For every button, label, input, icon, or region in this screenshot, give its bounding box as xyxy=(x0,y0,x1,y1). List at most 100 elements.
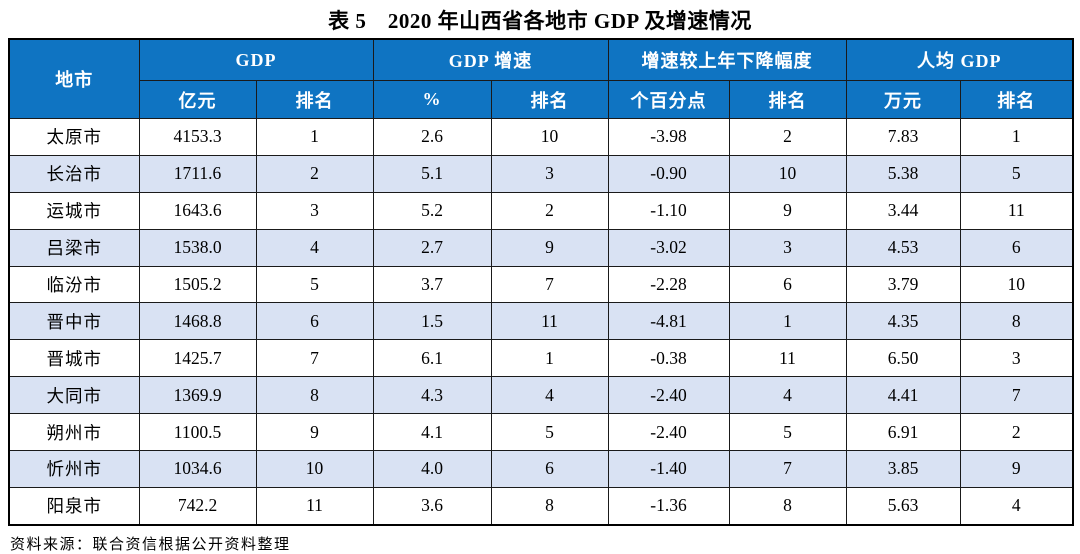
value-cell: 6.1 xyxy=(372,339,492,378)
value-cell: 2.6 xyxy=(372,118,492,156)
value-cell: 5.1 xyxy=(372,154,492,193)
subheader-percapita-unit: 万元 xyxy=(845,80,961,119)
value-cell: 7 xyxy=(728,450,847,488)
value-cell: 5.38 xyxy=(845,154,961,193)
value-cell: 3.79 xyxy=(845,265,961,304)
value-cell: 742.2 xyxy=(138,486,257,526)
value-cell: 3.44 xyxy=(845,191,961,230)
value-cell: 8 xyxy=(728,486,847,526)
subheader-gdp-rank: 排名 xyxy=(255,80,374,119)
table-row: 太原市 4153.3 1 2.6 10 -3.98 2 7.83 1 xyxy=(8,118,1074,156)
value-cell: 9 xyxy=(490,228,609,267)
table-row: 吕梁市 1538.0 4 2.7 9 -3.02 3 4.53 6 xyxy=(8,228,1074,267)
value-cell: 1034.6 xyxy=(138,450,257,488)
city-cell: 长治市 xyxy=(8,154,140,193)
value-cell: -1.10 xyxy=(607,191,730,230)
value-cell: 1 xyxy=(255,118,374,156)
city-cell: 阳泉市 xyxy=(8,486,140,526)
value-cell: -4.81 xyxy=(607,302,730,341)
value-cell: 4 xyxy=(255,228,374,267)
table-row: 阳泉市 742.2 11 3.6 8 -1.36 8 5.63 4 xyxy=(8,486,1074,526)
value-cell: -2.40 xyxy=(607,376,730,415)
value-cell: 5 xyxy=(490,413,609,452)
value-cell: 11 xyxy=(728,339,847,378)
city-cell: 晋中市 xyxy=(8,302,140,341)
value-cell: 7.83 xyxy=(845,118,961,156)
value-cell: 4153.3 xyxy=(138,118,257,156)
value-cell: 2.7 xyxy=(372,228,492,267)
value-cell: -0.90 xyxy=(607,154,730,193)
subheader-gdp-unit: 亿元 xyxy=(138,80,257,119)
value-cell: 4.3 xyxy=(372,376,492,415)
subheader-growth-rank: 排名 xyxy=(490,80,609,119)
value-cell: 1 xyxy=(728,302,847,341)
value-cell: 11 xyxy=(490,302,609,341)
value-cell: 2 xyxy=(728,118,847,156)
city-cell: 吕梁市 xyxy=(8,228,140,267)
gdp-table: 地市 GDP GDP 增速 增速较上年下降幅度 人均 GDP 亿元 排名 % 排… xyxy=(8,38,1075,526)
value-cell: 3.6 xyxy=(372,486,492,526)
city-cell: 晋城市 xyxy=(8,339,140,378)
table-row: 大同市 1369.9 8 4.3 4 -2.40 4 4.41 7 xyxy=(8,376,1074,415)
table-row: 晋城市 1425.7 7 6.1 1 -0.38 11 6.50 3 xyxy=(8,339,1074,378)
value-cell: 2 xyxy=(490,191,609,230)
value-cell: 1468.8 xyxy=(138,302,257,341)
value-cell: 1369.9 xyxy=(138,376,257,415)
source-note: 资料来源：联合资信根据公开资料整理 xyxy=(10,536,291,553)
value-cell: 1711.6 xyxy=(138,154,257,193)
value-cell: 1643.6 xyxy=(138,191,257,230)
value-cell: 6.91 xyxy=(845,413,961,452)
value-cell: 6 xyxy=(728,265,847,304)
header-group-gdp-per-capita: 人均 GDP xyxy=(845,38,1074,81)
value-cell: 9 xyxy=(255,413,374,452)
header-group-growth-decline: 增速较上年下降幅度 xyxy=(607,38,847,81)
value-cell: 6.50 xyxy=(845,339,961,378)
value-cell: 9 xyxy=(728,191,847,230)
table-row: 忻州市 1034.6 10 4.0 6 -1.40 7 3.85 9 xyxy=(8,450,1074,488)
subheader-decline-unit: 个百分点 xyxy=(607,80,730,119)
header-group-gdp: GDP xyxy=(138,38,374,81)
value-cell: -1.36 xyxy=(607,486,730,526)
table-title: 表 5 2020 年山西省各地市 GDP 及增速情况 xyxy=(328,9,752,33)
value-cell: 6 xyxy=(255,302,374,341)
value-cell: 5 xyxy=(255,265,374,304)
value-cell: 1538.0 xyxy=(138,228,257,267)
value-cell: 8 xyxy=(959,302,1074,341)
city-cell: 大同市 xyxy=(8,376,140,415)
value-cell: 1505.2 xyxy=(138,265,257,304)
value-cell: 6 xyxy=(490,450,609,488)
subheader-growth-unit: % xyxy=(372,80,492,119)
value-cell: -1.40 xyxy=(607,450,730,488)
header-group-row: 地市 GDP GDP 增速 增速较上年下降幅度 人均 GDP xyxy=(8,38,1074,119)
city-cell: 临汾市 xyxy=(8,265,140,304)
table-header: 地市 GDP GDP 增速 增速较上年下降幅度 人均 GDP 亿元 排名 % 排… xyxy=(8,38,1074,119)
value-cell: 3 xyxy=(255,191,374,230)
value-cell: 4.0 xyxy=(372,450,492,488)
value-cell: 3 xyxy=(959,339,1074,378)
city-cell: 运城市 xyxy=(8,191,140,230)
table-body: 太原市 4153.3 1 2.6 10 -3.98 2 7.83 1 长治市 1711.6 2 5.1 3… xyxy=(8,118,1074,526)
value-cell: 3.7 xyxy=(372,265,492,304)
header-sub-row: 亿元 排名 % 排名 个百分点 排名 万元 排名 xyxy=(9,80,1074,119)
value-cell: 3 xyxy=(728,228,847,267)
value-cell: -2.28 xyxy=(607,265,730,304)
value-cell: 2 xyxy=(959,413,1074,452)
header-city: 地市 xyxy=(8,38,140,119)
table-row: 临汾市 1505.2 5 3.7 7 -2.28 6 3.79 10 xyxy=(8,265,1074,304)
value-cell: 1 xyxy=(490,339,609,378)
value-cell: 10 xyxy=(728,154,847,193)
value-cell: 7 xyxy=(959,376,1074,415)
value-cell: 11 xyxy=(959,191,1074,230)
value-cell: 1100.5 xyxy=(138,413,257,452)
value-cell: 4 xyxy=(490,376,609,415)
city-cell: 太原市 xyxy=(8,118,140,156)
value-cell: 2 xyxy=(255,154,374,193)
value-cell: 5 xyxy=(728,413,847,452)
city-cell: 忻州市 xyxy=(8,450,140,488)
city-cell: 朔州市 xyxy=(8,413,140,452)
table-row: 运城市 1643.6 3 5.2 2 -1.10 9 3.44 11 xyxy=(8,191,1074,230)
value-cell: 10 xyxy=(255,450,374,488)
value-cell: 1 xyxy=(959,118,1074,156)
value-cell: 1425.7 xyxy=(138,339,257,378)
